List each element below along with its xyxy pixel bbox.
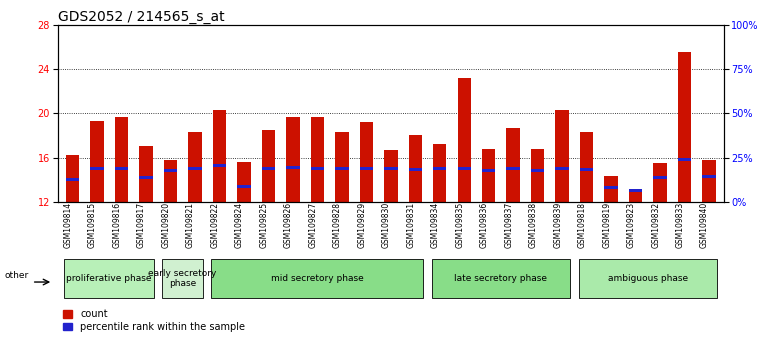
Bar xyxy=(507,128,520,202)
Bar xyxy=(237,185,250,188)
Bar xyxy=(433,144,447,202)
Bar xyxy=(188,167,202,170)
Text: GSM109814: GSM109814 xyxy=(63,202,72,248)
Text: GSM109817: GSM109817 xyxy=(137,202,146,248)
Bar xyxy=(139,176,152,179)
Text: GSM109840: GSM109840 xyxy=(700,202,709,248)
Bar xyxy=(262,167,275,170)
Text: GSM109832: GSM109832 xyxy=(651,202,660,248)
Bar xyxy=(629,189,642,202)
Bar xyxy=(507,167,520,170)
Text: GSM109827: GSM109827 xyxy=(308,202,317,248)
Bar xyxy=(702,160,716,202)
Bar xyxy=(164,160,177,202)
Text: late secretory phase: late secretory phase xyxy=(454,274,547,283)
Text: proliferative phase: proliferative phase xyxy=(66,274,152,283)
Bar xyxy=(629,189,642,192)
Bar xyxy=(115,167,128,170)
Bar xyxy=(555,167,569,170)
Bar xyxy=(115,116,128,202)
Bar xyxy=(555,110,569,202)
Bar xyxy=(654,163,667,202)
FancyBboxPatch shape xyxy=(162,259,203,298)
Bar xyxy=(213,164,226,167)
FancyBboxPatch shape xyxy=(432,259,570,298)
Bar xyxy=(310,116,324,202)
Bar xyxy=(262,130,275,202)
Text: other: other xyxy=(5,271,28,280)
Bar xyxy=(433,167,447,170)
Bar xyxy=(164,170,177,172)
Text: GSM109816: GSM109816 xyxy=(112,202,122,248)
Text: GSM109822: GSM109822 xyxy=(210,202,219,248)
Bar xyxy=(384,150,397,202)
Text: GSM109826: GSM109826 xyxy=(284,202,293,248)
Text: mid secretory phase: mid secretory phase xyxy=(271,274,363,283)
Bar xyxy=(482,149,495,202)
Text: GSM109820: GSM109820 xyxy=(162,202,170,248)
Text: GDS2052 / 214565_s_at: GDS2052 / 214565_s_at xyxy=(58,10,224,24)
Bar xyxy=(360,167,373,170)
Text: GSM109818: GSM109818 xyxy=(578,202,587,248)
Bar xyxy=(604,176,618,202)
Bar xyxy=(678,52,691,202)
Text: GSM109838: GSM109838 xyxy=(529,202,537,248)
Bar xyxy=(702,175,716,178)
Bar xyxy=(286,166,300,169)
Text: GSM109821: GSM109821 xyxy=(186,202,195,248)
Text: GSM109831: GSM109831 xyxy=(407,202,415,248)
Bar xyxy=(286,116,300,202)
Text: GSM109830: GSM109830 xyxy=(382,202,390,248)
Text: GSM109839: GSM109839 xyxy=(553,202,562,248)
Text: ambiguous phase: ambiguous phase xyxy=(608,274,688,283)
Bar xyxy=(409,168,422,171)
Bar xyxy=(65,155,79,202)
Text: GSM109824: GSM109824 xyxy=(235,202,244,248)
Bar xyxy=(384,167,397,170)
Bar xyxy=(213,110,226,202)
FancyBboxPatch shape xyxy=(579,259,717,298)
Bar xyxy=(90,167,104,170)
FancyBboxPatch shape xyxy=(212,259,424,298)
Text: GSM109833: GSM109833 xyxy=(675,202,685,248)
Text: GSM109815: GSM109815 xyxy=(88,202,97,248)
Bar xyxy=(654,176,667,179)
Bar xyxy=(335,167,349,170)
Text: early secretory
phase: early secretory phase xyxy=(149,269,217,289)
Bar xyxy=(531,170,544,172)
Legend: count, percentile rank within the sample: count, percentile rank within the sample xyxy=(62,309,245,332)
Text: GSM109823: GSM109823 xyxy=(627,202,636,248)
Bar xyxy=(531,149,544,202)
Bar xyxy=(90,121,104,202)
Text: GSM109836: GSM109836 xyxy=(480,202,489,248)
Text: GSM109834: GSM109834 xyxy=(430,202,440,248)
Bar xyxy=(237,162,250,202)
Bar xyxy=(604,186,618,189)
Bar xyxy=(482,170,495,172)
Text: GSM109829: GSM109829 xyxy=(357,202,367,248)
Bar xyxy=(678,158,691,161)
Bar xyxy=(580,168,594,171)
Bar xyxy=(457,167,471,170)
Bar xyxy=(65,178,79,181)
Bar xyxy=(335,132,349,202)
Bar xyxy=(360,122,373,202)
Bar xyxy=(139,147,152,202)
Bar xyxy=(580,132,594,202)
Bar xyxy=(409,136,422,202)
Text: GSM109835: GSM109835 xyxy=(455,202,464,248)
FancyBboxPatch shape xyxy=(65,259,154,298)
Bar xyxy=(188,132,202,202)
Text: GSM109825: GSM109825 xyxy=(259,202,268,248)
Text: GSM109837: GSM109837 xyxy=(504,202,514,248)
Text: GSM109819: GSM109819 xyxy=(602,202,611,248)
Text: GSM109828: GSM109828 xyxy=(333,202,342,248)
Bar xyxy=(457,78,471,202)
Bar xyxy=(310,167,324,170)
